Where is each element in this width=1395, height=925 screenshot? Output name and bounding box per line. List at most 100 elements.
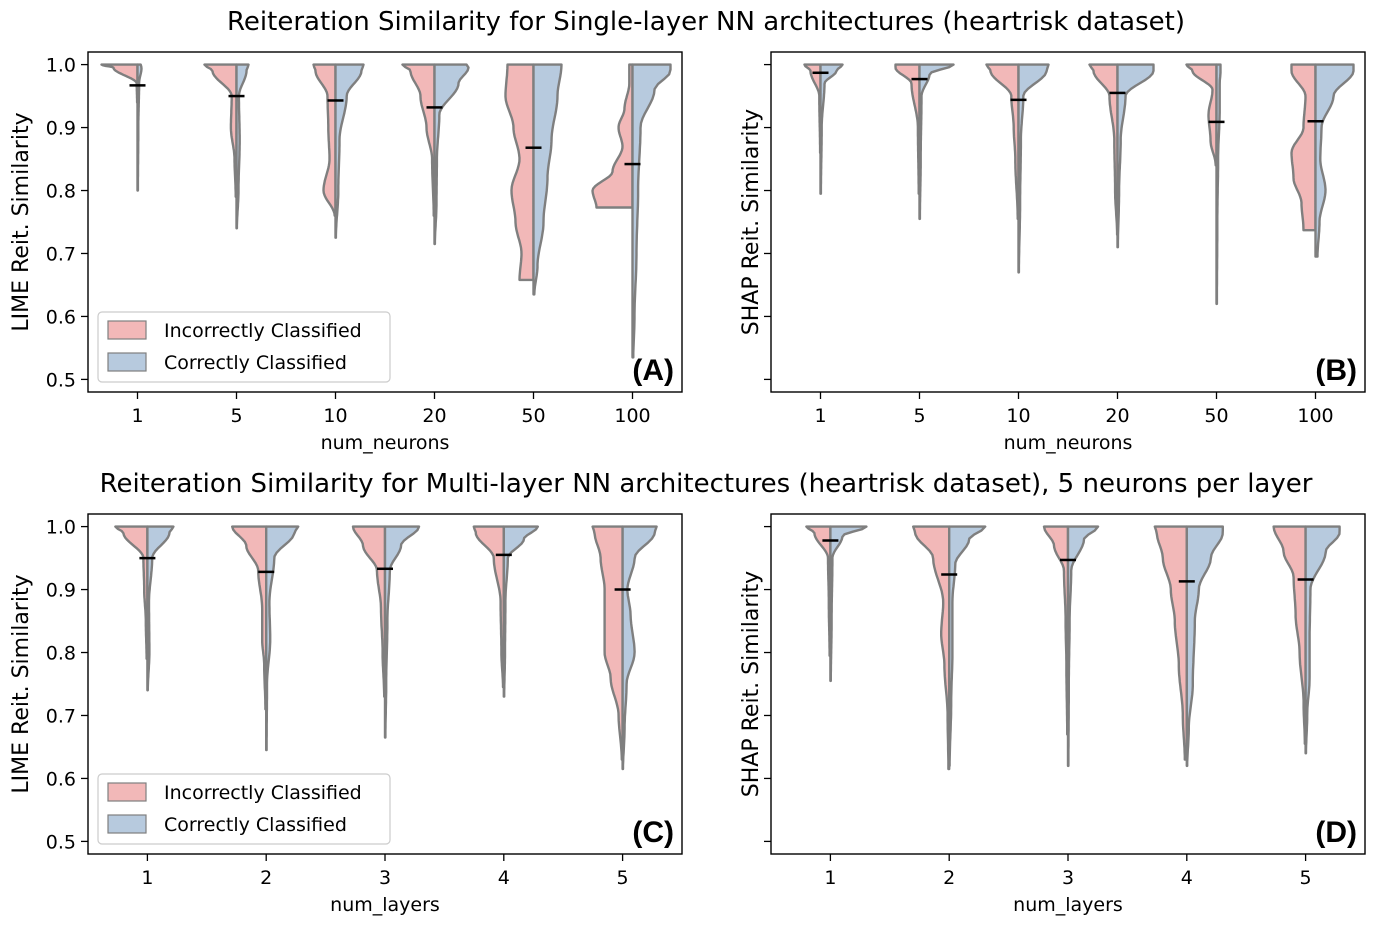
violin-2 (912, 525, 987, 771)
legend-swatch-incorrect (107, 320, 147, 340)
violin-100 (1290, 63, 1355, 258)
x-tick-label: 5 (913, 405, 925, 427)
axes-frame (87, 513, 683, 855)
x-tick-label: 5 (230, 405, 242, 427)
violin-correct-half (136, 63, 143, 192)
violin-incorrect-half (985, 63, 1020, 221)
x-tick-label: 10 (323, 405, 347, 427)
violin-4 (1153, 525, 1224, 768)
panel-d: 1 2 3 4 5 num_layers SHAP Reit. Similarity (D) (739, 513, 1366, 916)
x-tick-label: 1 (131, 405, 143, 427)
x-tick-label: 5 (617, 867, 629, 889)
violin-correct-half (819, 63, 844, 195)
violin-2 (231, 525, 300, 752)
violin-5 (1272, 525, 1341, 755)
x-tick-label: 20 (422, 405, 446, 427)
axes-frame (770, 51, 1366, 393)
violin-incorrect-half (203, 63, 238, 198)
y-tick-label: 0.6 (46, 306, 76, 328)
panel-label: (A) (632, 354, 674, 387)
violin-correct-half (829, 525, 868, 683)
violin-correct-half (265, 525, 300, 752)
x-tick-label: 50 (1204, 405, 1228, 427)
violin-correct-half (146, 525, 175, 692)
x-tick-label: 5 (1300, 867, 1312, 889)
violin-incorrect-half (1042, 525, 1070, 736)
violin-correct-half (235, 63, 250, 230)
x-tick-label: 1 (141, 867, 153, 889)
x-tick-label: 100 (1297, 405, 1333, 427)
violin-1 (805, 525, 868, 683)
violin-incorrect-half (231, 525, 268, 711)
x-tick-label: 50 (521, 405, 545, 427)
x-axis-label: num_layers (1013, 894, 1123, 916)
violin-1 (114, 525, 175, 692)
violin-3 (351, 525, 421, 739)
x-tick-label: 3 (379, 867, 391, 889)
x-axis-label: num_layers (330, 894, 440, 916)
violin-correct-half (1314, 63, 1355, 258)
violin-incorrect-half (114, 525, 149, 660)
panel-label: (D) (1315, 816, 1357, 849)
violin-4 (472, 525, 539, 698)
y-tick-label: 1.0 (46, 517, 76, 539)
violin-10 (312, 63, 365, 239)
y-axis-label: LIME Reit. Similarity (9, 112, 34, 331)
y-axis-label: LIME Reit. Similarity (9, 574, 34, 793)
y-tick-label: 1.0 (46, 55, 76, 77)
y-axis-label: SHAP Reit. Similarity (739, 571, 764, 797)
x-axis-label: num_neurons (1004, 432, 1133, 454)
x-tick-label: 2 (943, 867, 955, 889)
legend-swatch-correct (107, 352, 147, 372)
x-tick-label: 3 (1062, 867, 1074, 889)
y-axis-label: SHAP Reit. Similarity (739, 109, 764, 335)
panel-c: 0.5 0.6 0.7 0.8 0.9 1.0 1 2 3 4 5 num_layers LIME Re… (9, 513, 683, 916)
violin-incorrect-half (401, 63, 436, 217)
violin-5 (591, 525, 658, 771)
x-tick-label: 4 (1181, 867, 1193, 889)
y-tick-label: 0.5 (46, 831, 76, 853)
top-suptitle: Reiteration Similarity for Single-layer … (227, 7, 1185, 37)
x-tick-label: 100 (614, 405, 650, 427)
legend-box (97, 311, 391, 383)
violin-5 (894, 63, 955, 221)
axes-frame (770, 513, 1366, 855)
violin-correct-half (1017, 63, 1050, 274)
y-tick-label: 0.8 (46, 643, 76, 665)
legend-label-incorrect: Incorrectly Classified (164, 320, 362, 342)
violin-1 (100, 63, 146, 192)
violin-incorrect-half (1185, 63, 1218, 167)
legend-label-correct: Correctly Classified (164, 814, 347, 836)
legend-box (97, 773, 391, 845)
legend: Incorrectly Classified Correctly Classifi… (97, 311, 391, 383)
violin-incorrect-half (591, 63, 634, 209)
violin-correct-half (1066, 525, 1100, 768)
panel-label: (C) (632, 816, 674, 849)
x-tick-label: 1 (814, 405, 826, 427)
violin-incorrect-half (894, 63, 921, 195)
x-tick-label: 4 (498, 867, 510, 889)
y-tick-label: 0.6 (46, 768, 76, 790)
violin-10 (985, 63, 1050, 274)
violin-incorrect-half (805, 525, 832, 657)
violin-incorrect-half (912, 525, 951, 771)
legend: Incorrectly Classified Correctly Classifi… (97, 773, 391, 845)
legend-label-incorrect: Incorrectly Classified (164, 782, 362, 804)
violin-correct-half (1304, 525, 1341, 755)
x-axis-label: num_neurons (321, 432, 450, 454)
violin-50 (504, 63, 563, 296)
violin-3 (1042, 525, 1100, 768)
violin-20 (1088, 63, 1155, 249)
x-tick-label: 1 (824, 867, 836, 889)
x-tick-label: 10 (1006, 405, 1030, 427)
y-tick-label: 0.9 (46, 580, 76, 602)
violin-correct-half (1116, 63, 1155, 249)
violin-100 (591, 63, 672, 359)
panel-label: (B) (1315, 354, 1357, 387)
violin-correct-half (532, 63, 563, 296)
violin-incorrect-half (1272, 525, 1307, 745)
violin-incorrect-half (803, 63, 822, 154)
y-tick-label: 0.7 (46, 243, 76, 265)
violin-incorrect-half (591, 525, 624, 761)
